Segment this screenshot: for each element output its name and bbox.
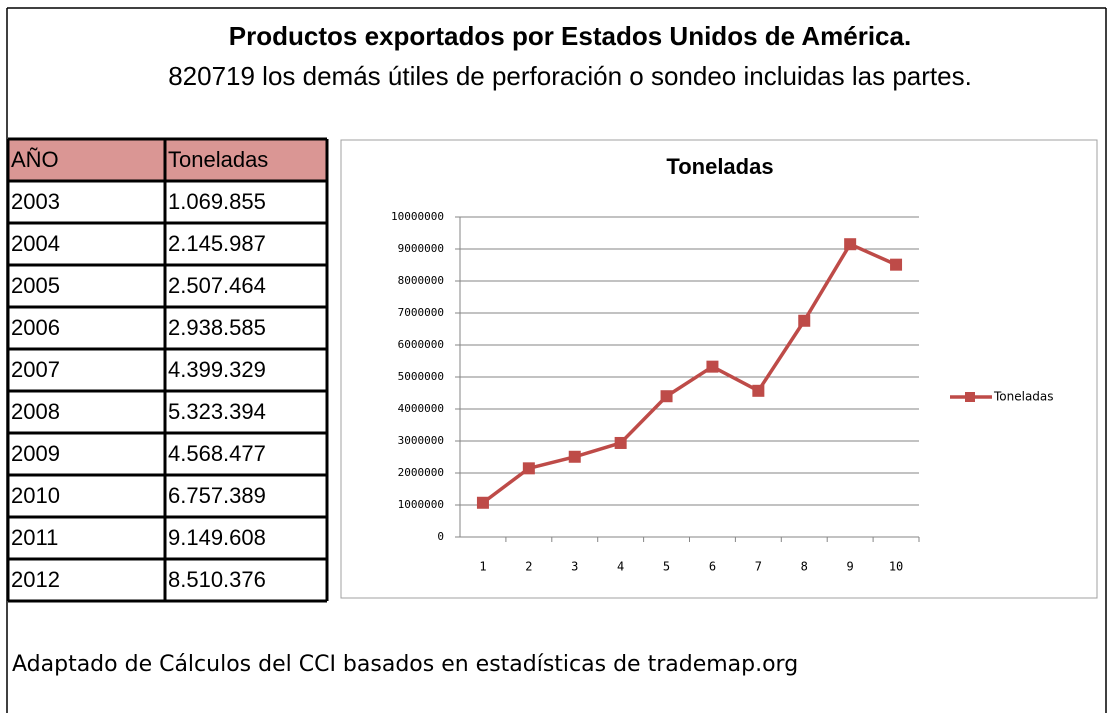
chart: 0 1000000 2000000 3000000 4000000 5000000 6000…	[391, 210, 1054, 574]
title: Productos exportados por Estados Unidos …	[229, 21, 911, 51]
table-cell: 9.149.608	[168, 525, 266, 550]
footer: Adaptado de Cálculos del CCI basados en …	[12, 652, 798, 677]
table-cell: 2009	[11, 441, 60, 466]
table-cell: 2003	[11, 189, 60, 214]
x-tick-label: 6	[709, 560, 716, 574]
data-point	[752, 384, 765, 397]
table-cell: 2008	[11, 399, 60, 424]
x-tick-label: 7	[755, 560, 762, 574]
x-tick-label: 2	[525, 560, 532, 574]
table-cell: 2004	[11, 231, 60, 256]
data-point	[614, 436, 627, 449]
y-tick-label: 10000000	[391, 210, 444, 223]
x-tick-label: 9	[847, 560, 854, 574]
table-cell: 2.938.585	[168, 315, 266, 340]
data-point	[798, 314, 811, 327]
table-cell: 8.510.376	[168, 567, 266, 592]
series-line	[481, 241, 897, 505]
table-cell: 2.507.464	[168, 273, 266, 298]
y-tick-label: 1000000	[398, 498, 444, 511]
y-tick-label: 4000000	[398, 402, 444, 415]
x-tick-label: 5	[663, 560, 670, 574]
chart-title: Toneladas	[666, 154, 773, 179]
y-tick-label: 7000000	[398, 306, 444, 319]
y-tick-label: 0	[437, 530, 444, 543]
table-cell: 4.399.329	[168, 357, 266, 382]
table-cell: 2005	[11, 273, 60, 298]
table: AÑO Toneladas 2003 1.069.855 2004 2.145.987 20…	[6, 137, 329, 603]
table-cell: 6.757.389	[168, 483, 266, 508]
y-tick-label: 8000000	[398, 274, 444, 287]
x-tick-label: 3	[571, 560, 578, 574]
data-point	[568, 450, 581, 463]
table-cell: 5.323.394	[168, 399, 266, 424]
table-cell: 4.568.477	[168, 441, 266, 466]
table-cell: 1.069.855	[168, 189, 266, 214]
data-point	[522, 462, 535, 475]
table-header-cell: AÑO	[11, 147, 59, 172]
legend-marker	[965, 392, 975, 402]
table-cell: 2012	[11, 567, 60, 592]
table-cell: 2.145.987	[168, 231, 266, 256]
data-point	[476, 496, 489, 509]
y-tick-label: 3000000	[398, 434, 444, 447]
table-header-cell: Toneladas	[168, 147, 268, 172]
x-tick-label: 8	[801, 560, 808, 574]
table-header-fill	[8, 139, 327, 181]
data-point	[660, 390, 673, 403]
y-tick-label: 6000000	[398, 338, 444, 351]
subtitle: 820719 los demás útiles de perforación o…	[168, 61, 972, 91]
legend-label: Toneladas	[993, 390, 1054, 404]
data-point	[844, 238, 857, 251]
y-tick-label: 5000000	[398, 370, 444, 383]
data-point	[890, 258, 903, 271]
y-tick-label: 9000000	[398, 242, 444, 255]
table-cell: 2007	[11, 357, 60, 382]
table-cell: 2011	[11, 525, 58, 550]
data-point	[706, 360, 719, 373]
table-cell: 2006	[11, 315, 60, 340]
table-cell: 2010	[11, 483, 60, 508]
x-tick-label: 10	[889, 560, 903, 574]
x-tick-label: 1	[479, 560, 486, 574]
x-tick-label: 4	[617, 560, 624, 574]
y-tick-label: 2000000	[398, 466, 444, 479]
